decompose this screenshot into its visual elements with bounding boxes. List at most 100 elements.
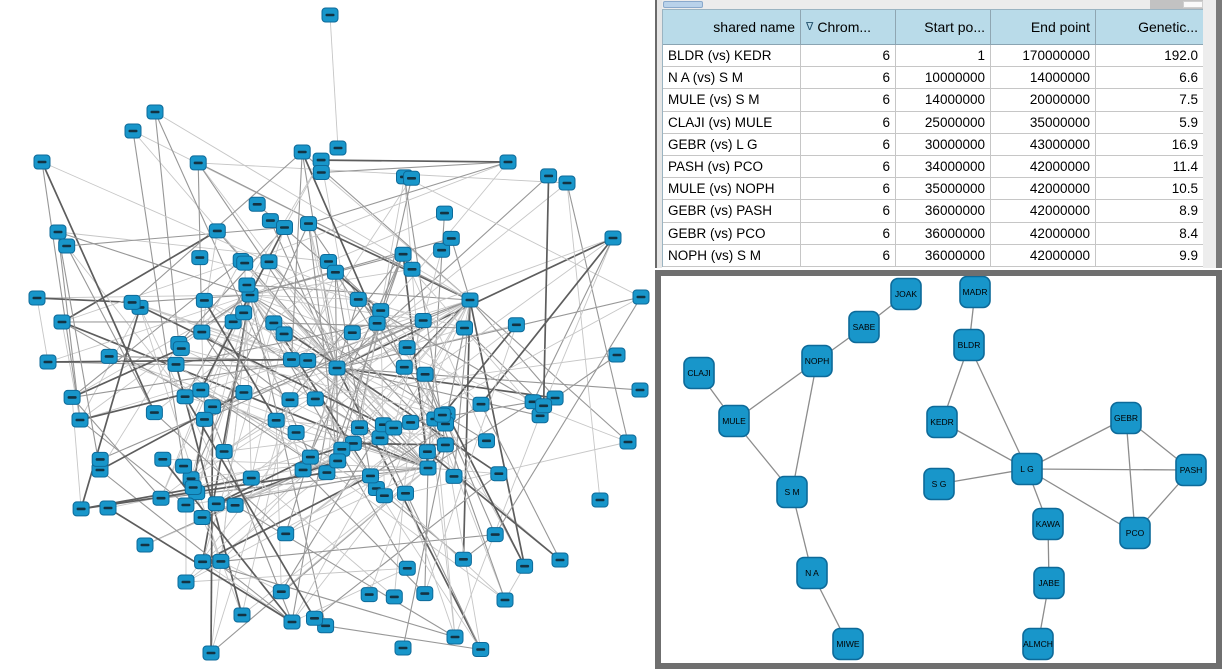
network-edge[interactable] <box>201 260 242 333</box>
network-node[interactable] <box>591 492 609 508</box>
network-edge[interactable] <box>291 310 381 360</box>
overview-network-canvas[interactable] <box>0 0 655 669</box>
network-edge[interactable] <box>273 322 500 475</box>
table-row[interactable]: BLDR (vs) KEDR 6 1 170000000 192.0 <box>663 45 1204 68</box>
network-node[interactable] <box>300 216 317 232</box>
network-node[interactable] <box>385 420 403 436</box>
network-edge[interactable] <box>154 412 287 535</box>
network-edge[interactable] <box>464 327 544 407</box>
network-edge[interactable] <box>220 299 471 562</box>
network-node[interactable] <box>375 488 393 504</box>
table-row[interactable]: CLAJI (vs) MULE 6 25000000 35000000 5.9 <box>663 111 1204 134</box>
network-node[interactable] <box>276 220 293 235</box>
network-node[interactable] <box>398 340 416 356</box>
network-edge[interactable] <box>66 245 186 397</box>
network-node[interactable] <box>175 458 193 474</box>
network-node[interactable] <box>461 292 479 308</box>
network-node[interactable] <box>328 360 346 376</box>
network-edge[interactable] <box>411 269 541 417</box>
network-edge[interactable] <box>204 319 424 420</box>
network-node[interactable] <box>478 433 495 449</box>
network-node-noph[interactable]: NOPH <box>801 344 833 378</box>
network-edge[interactable] <box>198 162 568 184</box>
network-edge[interactable] <box>66 245 155 413</box>
network-node[interactable] <box>490 466 508 482</box>
network-edge[interactable] <box>269 220 338 369</box>
network-node-lg[interactable]: L G <box>1011 452 1043 486</box>
network-edge[interactable] <box>220 534 496 562</box>
network-edge[interactable] <box>1026 417 1127 470</box>
network-node[interactable] <box>486 527 504 543</box>
network-node[interactable] <box>283 614 301 630</box>
network-node[interactable] <box>294 462 312 478</box>
network-edge[interactable] <box>410 296 642 423</box>
network-node[interactable] <box>360 587 378 603</box>
network-edge[interactable] <box>336 296 642 369</box>
network-edge[interactable] <box>336 367 641 391</box>
network-node[interactable] <box>631 382 649 398</box>
network-node-miwe[interactable]: MIWE <box>832 627 864 661</box>
network-edge[interactable] <box>1125 417 1136 534</box>
network-node[interactable] <box>281 392 299 408</box>
column-header-genetic[interactable]: Genetic... <box>1096 10 1204 44</box>
network-node[interactable] <box>49 224 67 240</box>
network-edge[interactable] <box>566 182 601 501</box>
network-node[interactable] <box>368 315 386 331</box>
network-edge[interactable] <box>380 310 385 496</box>
network-edge[interactable] <box>402 254 429 469</box>
network-node[interactable] <box>418 444 436 460</box>
network-edge[interactable] <box>275 420 282 592</box>
network-node[interactable] <box>215 444 233 459</box>
network-edge[interactable] <box>216 460 338 505</box>
network-edge[interactable] <box>329 14 339 149</box>
network-node[interactable] <box>235 305 253 321</box>
network-edge[interactable] <box>554 354 618 399</box>
network-edge[interactable] <box>154 111 471 301</box>
network-edge[interactable] <box>469 299 526 567</box>
network-edge[interactable] <box>321 161 509 174</box>
network-node[interactable] <box>416 586 434 602</box>
network-node[interactable] <box>208 223 226 239</box>
network-node[interactable] <box>124 123 142 139</box>
network-node[interactable] <box>306 391 324 407</box>
network-edge[interactable] <box>320 160 353 333</box>
network-node[interactable] <box>436 205 453 221</box>
network-node-mule[interactable]: MULE <box>718 404 750 438</box>
network-edge[interactable] <box>210 406 214 654</box>
network-node-sg[interactable]: S G <box>923 467 955 501</box>
network-edge[interactable] <box>434 418 456 638</box>
network-edge[interactable] <box>249 294 424 321</box>
network-edge[interactable] <box>310 456 506 601</box>
network-node[interactable] <box>456 320 473 336</box>
column-header-shared-name[interactable]: shared name <box>663 10 801 44</box>
network-node[interactable] <box>446 629 464 645</box>
network-node[interactable] <box>123 294 141 310</box>
network-node-kedr[interactable]: KEDR <box>926 405 958 439</box>
network-edge[interactable] <box>334 272 372 476</box>
network-node[interactable] <box>385 589 403 605</box>
network-edge[interactable] <box>405 441 629 494</box>
column-header-end-point[interactable]: End point <box>991 10 1096 44</box>
network-node-bldr[interactable]: BLDR <box>953 328 985 362</box>
network-edge[interactable] <box>480 237 614 405</box>
network-edge[interactable] <box>249 237 452 296</box>
network-edge[interactable] <box>71 347 182 399</box>
network-node[interactable] <box>433 242 451 258</box>
network-edge[interactable] <box>275 253 404 421</box>
network-node[interactable] <box>329 453 347 469</box>
network-edge[interactable] <box>302 253 404 471</box>
network-edge[interactable] <box>289 354 618 401</box>
network-detail-panel[interactable]: JOAK MADR SABE NOPH BLDR CLAJI MULE KEDR GEBR L G… <box>655 270 1222 669</box>
network-node[interactable] <box>535 398 553 414</box>
network-node[interactable] <box>275 326 293 342</box>
table-row[interactable]: PASH (vs) PCO 6 34000000 42000000 11.4 <box>663 155 1204 179</box>
network-edge[interactable] <box>36 297 49 363</box>
network-node[interactable] <box>72 501 90 517</box>
network-node[interactable] <box>416 366 434 382</box>
network-edge[interactable] <box>57 231 329 262</box>
network-edge[interactable] <box>326 254 404 473</box>
column-header-start-position[interactable]: Start po... <box>896 10 991 44</box>
network-edge[interactable] <box>309 367 338 458</box>
network-node[interactable] <box>226 497 244 513</box>
network-node[interactable] <box>194 554 212 570</box>
